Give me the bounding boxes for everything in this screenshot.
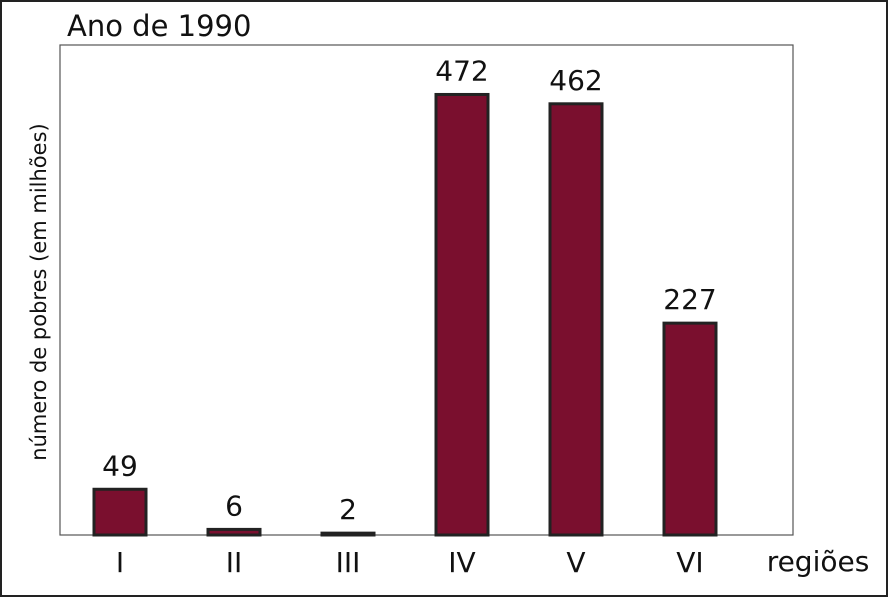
data-label: 6 xyxy=(225,489,243,522)
x-axis-label: regiões xyxy=(767,545,870,578)
data-label: 227 xyxy=(663,283,716,316)
y-axis-label: número de pobres (em milhões) xyxy=(27,123,51,460)
data-label: 2 xyxy=(339,493,357,526)
bar xyxy=(206,527,262,537)
chart-title: Ano de 1990 xyxy=(67,9,251,43)
bar xyxy=(320,531,376,537)
plot-area xyxy=(59,44,794,536)
x-tick-label: I xyxy=(116,546,124,579)
x-tick-label: V xyxy=(566,546,585,579)
bar xyxy=(548,102,604,537)
bar xyxy=(434,92,490,537)
data-label: 472 xyxy=(435,54,488,87)
x-tick-label: III xyxy=(336,546,361,579)
bar xyxy=(92,487,148,537)
data-label: 49 xyxy=(102,449,138,482)
x-tick-label: II xyxy=(226,546,243,579)
data-label: 462 xyxy=(549,64,602,97)
bar xyxy=(662,321,718,537)
x-tick-label: IV xyxy=(448,546,475,579)
x-tick-label: VI xyxy=(676,546,703,579)
